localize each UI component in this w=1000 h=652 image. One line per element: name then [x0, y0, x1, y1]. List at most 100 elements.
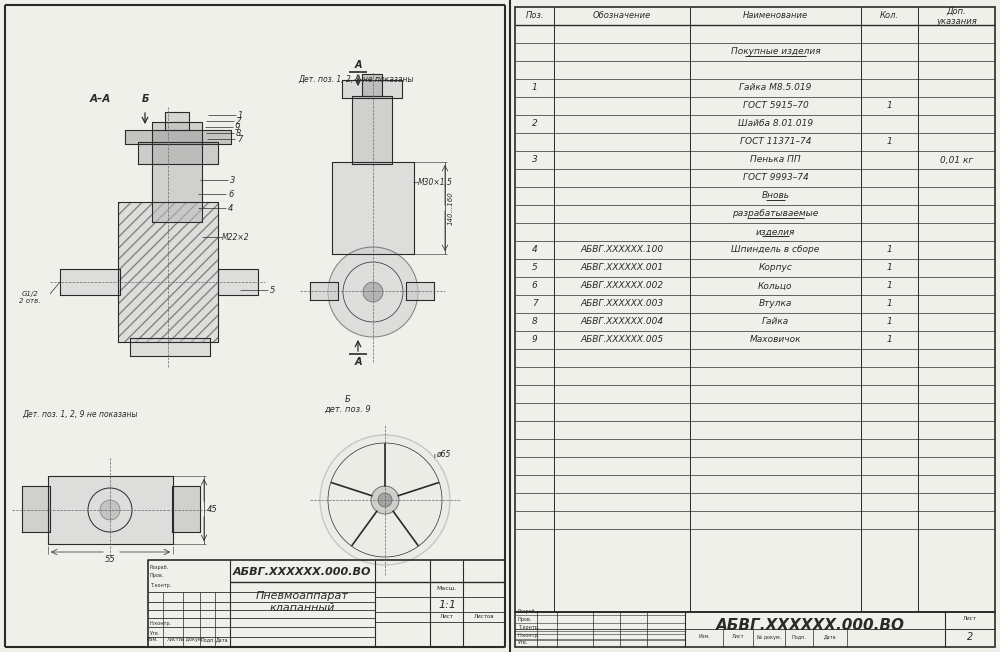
- Text: Лист: Лист: [732, 634, 744, 640]
- Text: № докум.: № докум.: [757, 634, 781, 640]
- Text: Поз.: Поз.: [525, 12, 544, 20]
- Text: № докум.: № докум.: [179, 638, 203, 642]
- Text: Подп.: Подп.: [201, 638, 215, 642]
- Text: 3: 3: [532, 155, 538, 164]
- Text: разрабатываемые: разрабатываемые: [732, 209, 819, 218]
- Text: ГОСТ 9993–74: ГОСТ 9993–74: [743, 173, 808, 183]
- Text: 45: 45: [207, 505, 218, 514]
- Text: Шпиндель в сборе: Шпиндель в сборе: [731, 246, 820, 254]
- Text: изделия: изделия: [756, 228, 795, 237]
- Circle shape: [328, 247, 418, 337]
- Text: Лист: Лист: [167, 638, 179, 642]
- Text: Дет. поз. 1, 2, 9 не показаны: Дет. поз. 1, 2, 9 не показаны: [298, 74, 414, 83]
- Text: Пров.: Пров.: [150, 574, 164, 578]
- Text: Пенька ПП: Пенька ПП: [750, 155, 801, 164]
- Text: АБВГ.XXXXXX.000.ВО: АБВГ.XXXXXX.000.ВО: [716, 618, 904, 633]
- Text: 1: 1: [887, 246, 892, 254]
- Text: Покупные изделия: Покупные изделия: [731, 48, 820, 57]
- Bar: [125, 130, 231, 144]
- Bar: [22, 486, 50, 532]
- Text: 1: 1: [887, 138, 892, 147]
- Text: G1/2
2 отв.: G1/2 2 отв.: [19, 291, 41, 303]
- Bar: [138, 142, 218, 164]
- Text: Подп.: Подп.: [792, 634, 806, 640]
- Text: Пневмоаппарат
клапанный: Пневмоаппарат клапанный: [256, 591, 348, 613]
- Text: A: A: [354, 357, 362, 367]
- Text: 1: 1: [887, 318, 892, 327]
- Circle shape: [371, 486, 399, 514]
- Text: 5: 5: [270, 286, 275, 295]
- Text: ø65: ø65: [436, 449, 450, 458]
- Text: 9: 9: [532, 336, 538, 344]
- Text: 1: 1: [532, 83, 538, 93]
- Text: Втулка: Втулка: [759, 299, 792, 308]
- Text: 8: 8: [236, 128, 241, 138]
- Bar: [332, 162, 414, 254]
- Text: М22×2: М22×2: [222, 233, 250, 241]
- Text: Дата: Дата: [824, 634, 836, 640]
- Text: Маховичок: Маховичок: [750, 336, 801, 344]
- Text: Утв.: Утв.: [150, 632, 160, 636]
- Text: 2: 2: [967, 632, 973, 642]
- Text: АБВГ.XXXXXX.003: АБВГ.XXXXXX.003: [581, 299, 664, 308]
- Text: Лист: Лист: [963, 617, 977, 621]
- Text: Б: Б: [141, 94, 149, 104]
- Text: АБВГ.XXXXXX.002: АБВГ.XXXXXX.002: [581, 282, 664, 291]
- Text: Обозначение: Обозначение: [593, 12, 651, 20]
- Text: Н.контр.: Н.контр.: [150, 621, 172, 627]
- Bar: [362, 74, 382, 96]
- Circle shape: [100, 500, 120, 520]
- Text: 1: 1: [887, 282, 892, 291]
- Text: Утв.: Утв.: [518, 640, 528, 645]
- Text: Разраб.: Разраб.: [518, 608, 537, 614]
- Text: Разраб.: Разраб.: [150, 565, 169, 569]
- Text: Н.контр.: Н.контр.: [518, 632, 540, 638]
- Circle shape: [320, 435, 450, 565]
- Text: 1: 1: [887, 263, 892, 273]
- Bar: [406, 282, 434, 300]
- Bar: [218, 269, 258, 295]
- Text: 1: 1: [887, 336, 892, 344]
- Text: Вновь: Вновь: [761, 192, 789, 201]
- Text: 4: 4: [532, 246, 538, 254]
- Text: 1:1: 1:1: [438, 600, 456, 610]
- Bar: [165, 112, 189, 130]
- Text: 2: 2: [532, 119, 538, 128]
- Bar: [48, 476, 173, 544]
- Text: Доп.
указания: Доп. указания: [936, 7, 977, 25]
- Text: Гайка: Гайка: [762, 318, 789, 327]
- Text: Кольцо: Кольцо: [758, 282, 793, 291]
- Bar: [118, 202, 218, 342]
- Text: 5: 5: [532, 263, 538, 273]
- Text: АБВГ.XXXXXX.005: АБВГ.XXXXXX.005: [581, 336, 664, 344]
- Text: 0,01 кг: 0,01 кг: [940, 155, 973, 164]
- Text: Б
дет. поз. 9: Б дет. поз. 9: [325, 394, 371, 414]
- Bar: [310, 282, 338, 300]
- Text: Гайка М8.5.019: Гайка М8.5.019: [739, 83, 812, 93]
- Text: АБВГ.XXXXXX.001: АБВГ.XXXXXX.001: [581, 263, 664, 273]
- Text: Кол.: Кол.: [880, 12, 899, 20]
- Text: 6: 6: [228, 190, 233, 198]
- Text: ГОСТ 11371–74: ГОСТ 11371–74: [740, 138, 811, 147]
- Text: 7: 7: [237, 134, 242, 143]
- Text: 8: 8: [532, 318, 538, 327]
- Text: Шайба 8.01.019: Шайба 8.01.019: [738, 119, 813, 128]
- Text: АБВГ.XXXXXX.000.ВО: АБВГ.XXXXXX.000.ВО: [233, 567, 371, 577]
- Text: ГОСТ 5915–70: ГОСТ 5915–70: [743, 102, 808, 110]
- Text: 2: 2: [236, 117, 241, 125]
- Text: АБВГ.XXXXXX.004: АБВГ.XXXXXX.004: [581, 318, 664, 327]
- Text: А–А: А–А: [89, 94, 111, 104]
- Text: A: A: [354, 60, 362, 70]
- Bar: [515, 612, 995, 647]
- Text: 140...160: 140...160: [448, 191, 454, 225]
- Text: Т.контр.: Т.контр.: [150, 582, 171, 587]
- Text: Т.контр.: Т.контр.: [518, 625, 539, 629]
- Bar: [172, 486, 200, 532]
- Text: Наименование: Наименование: [743, 12, 808, 20]
- Text: Пров.: Пров.: [518, 617, 532, 621]
- Text: Дет. поз. 1, 2, 9 не показаны: Дет. поз. 1, 2, 9 не показаны: [22, 409, 138, 419]
- Text: 3: 3: [230, 175, 235, 185]
- Text: АБВГ.XXXXXX.100: АБВГ.XXXXXX.100: [581, 246, 664, 254]
- Text: 4: 4: [228, 203, 233, 213]
- Text: 55: 55: [105, 555, 115, 564]
